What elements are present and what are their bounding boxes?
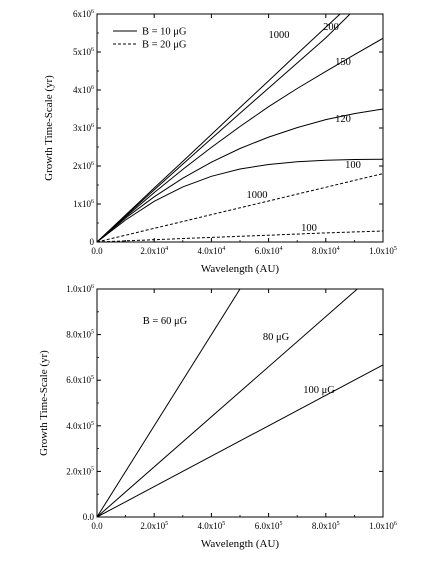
y-tick-label: 6x106	[73, 9, 94, 19]
x-tick-label: 1.0x106	[369, 521, 397, 531]
x-tick-label: 8.0x105	[312, 521, 340, 531]
y-axis-label: Growth Time-Scale (yr)	[43, 75, 55, 181]
x-tick-label: 4.0x105	[198, 521, 226, 531]
series-label-6: 1000	[247, 190, 268, 201]
series-line-3	[97, 37, 383, 242]
y-tick-label: 4x106	[73, 85, 94, 95]
chart-2: 0.0 2.0x105 4.0x105 6.0x105 8.0x105 1.0x106 0.…	[38, 284, 397, 550]
y-tick-label: 0.0	[83, 512, 95, 522]
y-tick-label: 5x106	[73, 47, 94, 57]
legend: B = 10 μG B = 20 μG	[113, 27, 187, 51]
x-tick-label: 0.0	[91, 246, 103, 256]
series-line-3	[97, 364, 383, 517]
series-label-7: 100	[301, 223, 317, 234]
legend-label-2: B = 20 μG	[142, 40, 187, 51]
y-tick-label: 1.0x106	[66, 284, 94, 294]
y-tick-label: 8.0x105	[66, 330, 94, 340]
y-tick-label: 6.0x105	[66, 375, 94, 385]
series-line-6	[97, 173, 383, 242]
series-line-5	[97, 158, 383, 242]
x-axis-label: Wavelength (AU)	[201, 538, 280, 550]
series-label-2: 200	[323, 22, 339, 33]
x-tick-label: 1.0x105	[369, 246, 397, 256]
x-tick-label: 8.0x104	[312, 246, 340, 256]
x-tick-label: 2.0x104	[140, 246, 168, 256]
series-line-1	[97, 14, 341, 242]
y-tick-label: 2x106	[73, 161, 94, 171]
y-tick-label: 0	[90, 237, 95, 247]
series-label-1: 1000	[269, 30, 290, 41]
series-label-1: B = 60 μG	[143, 316, 188, 327]
series-line-4	[97, 108, 383, 242]
x-axis-label: Wavelength (AU)	[201, 263, 280, 275]
y-tick-label: 2.0x105	[66, 466, 94, 476]
series-label-3: 100 μG	[303, 385, 335, 396]
series-label-2: 80 μG	[263, 332, 290, 343]
x-tick-label: 0.0	[91, 521, 103, 531]
x-tick-label: 6.0x105	[255, 521, 283, 531]
y-tick-label: 1x106	[73, 199, 94, 209]
series-line-1	[97, 289, 241, 517]
series-label-5: 100	[345, 160, 361, 171]
y-axis-label: Growth Time-Scale (yr)	[38, 350, 50, 456]
y-tick-label: 4.0x105	[66, 421, 94, 431]
series-label-3: 150	[335, 57, 351, 68]
plot-frame	[96, 288, 384, 518]
series-label-4: 120	[335, 114, 351, 125]
x-tick-label: 4.0x104	[198, 246, 226, 256]
series-line-2	[97, 289, 358, 517]
series-line-7	[97, 230, 383, 242]
chart-1: 0.0 2.0x104 4.0x104 6.0x104 8.0x104 1.0x105 0 1…	[43, 9, 397, 275]
y-tick-label: 3x106	[73, 123, 94, 133]
legend-label-1: B = 10 μG	[142, 27, 187, 38]
series-line-2	[97, 14, 351, 242]
x-tick-label: 6.0x104	[255, 246, 283, 256]
x-tick-label: 2.0x105	[140, 521, 168, 531]
